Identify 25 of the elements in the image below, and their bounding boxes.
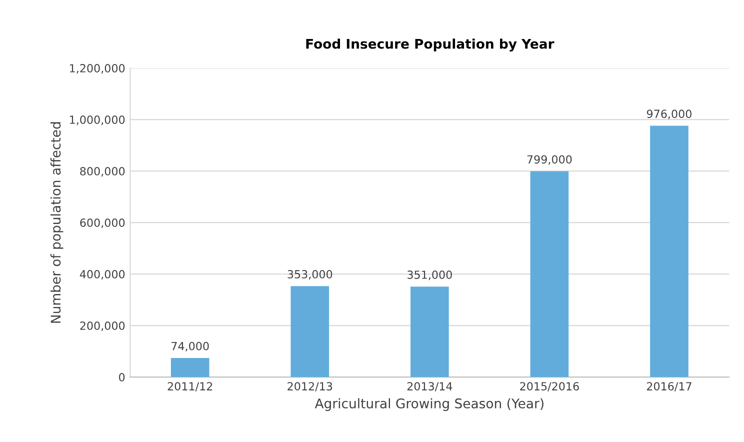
x-tick-label: 2012/13 — [288, 382, 332, 392]
data-label: 976,000 — [646, 110, 692, 120]
y-axis-title: Number of population affected — [50, 122, 64, 323]
chart-title: Food Insecure Population by Year — [306, 38, 554, 52]
data-label: 353,000 — [288, 270, 332, 280]
y-tick-label: 1,200,000 — [70, 64, 125, 74]
bar — [530, 171, 569, 378]
y-tick-label: 400,000 — [80, 270, 125, 280]
y-tick-label: 200,000 — [80, 322, 125, 332]
x-axis-title: Agricultural Growing Season (Year) — [314, 398, 544, 411]
data-label: 351,000 — [408, 270, 452, 280]
bar — [650, 126, 688, 378]
data-label: 799,000 — [527, 155, 572, 165]
bar — [290, 286, 330, 378]
y-tick-label: 800,000 — [80, 167, 125, 177]
y-tick-label: 600,000 — [80, 218, 125, 228]
data-label: 74,000 — [172, 342, 209, 352]
y-tick-label: 0 — [119, 373, 125, 382]
y-tick-label: 1,000,000 — [70, 116, 125, 126]
x-tick-label: 2015/2016 — [520, 382, 579, 392]
x-tick-label: 2011/12 — [168, 382, 212, 392]
bar — [170, 358, 210, 378]
x-tick-label: 2016/17 — [646, 382, 692, 392]
bar — [410, 286, 449, 378]
x-tick-label: 2013/14 — [407, 382, 452, 392]
